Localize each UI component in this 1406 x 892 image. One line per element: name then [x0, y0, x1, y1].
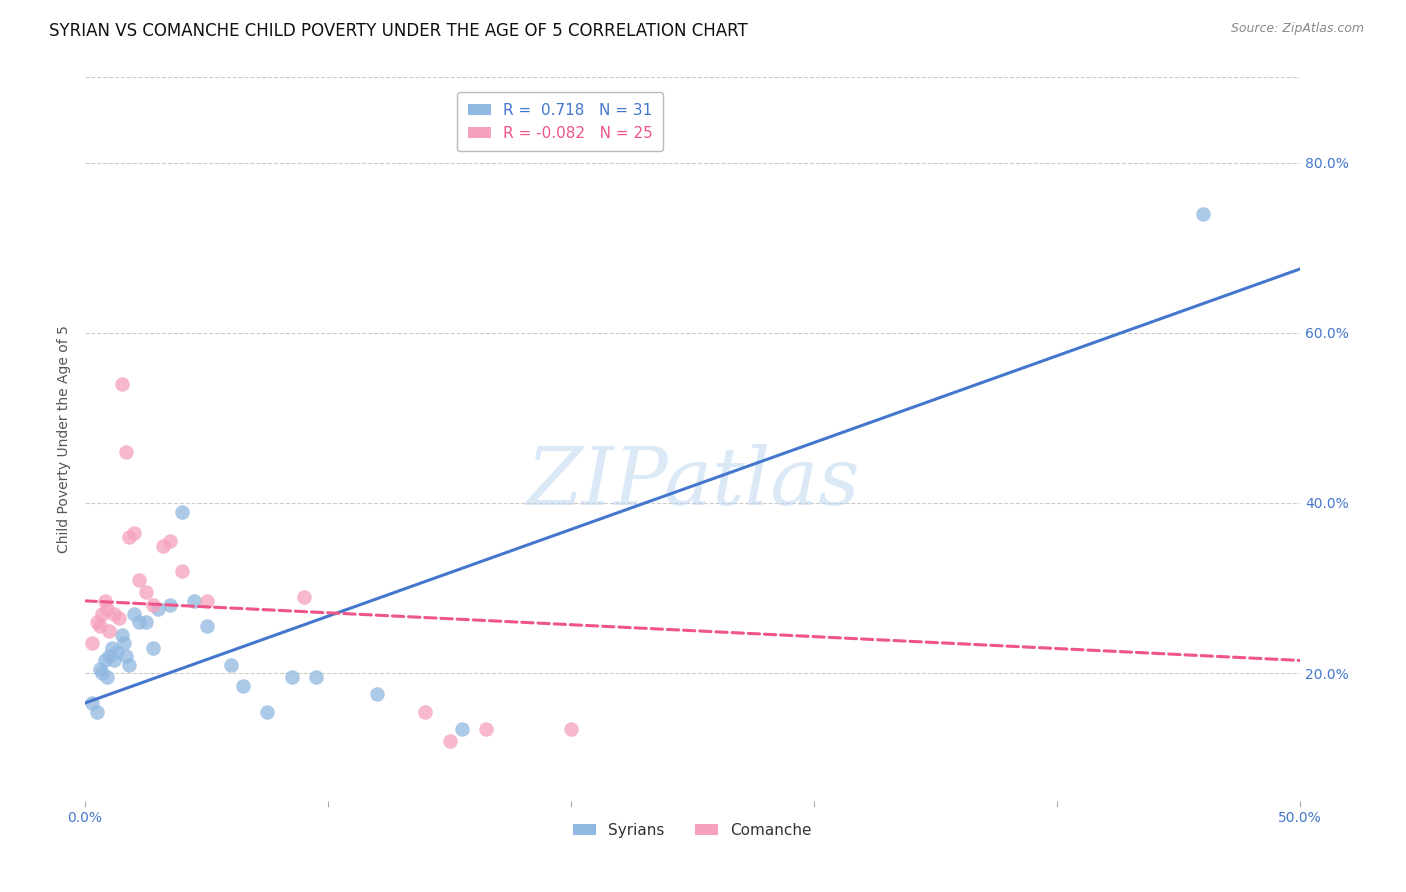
Point: [128, 573, 150, 587]
Point: [103, 653, 125, 667]
Point: [560, 722, 582, 736]
Point: [159, 598, 181, 612]
Point: [91, 607, 114, 621]
Point: [82, 636, 104, 650]
Point: [1192, 206, 1215, 220]
Point: [256, 705, 278, 719]
Point: [82, 696, 104, 710]
Point: [183, 594, 205, 608]
Point: [112, 636, 135, 650]
Point: [195, 619, 218, 633]
Point: [98, 624, 121, 638]
Point: [232, 679, 254, 693]
Point: [86, 705, 108, 719]
Point: [305, 670, 328, 684]
Text: ZIPatlas: ZIPatlas: [526, 444, 859, 521]
Point: [159, 534, 181, 549]
Point: [89, 619, 111, 633]
Point: [135, 615, 157, 629]
Point: [115, 445, 138, 459]
Y-axis label: Child Poverty Under the Age of 5: Child Poverty Under the Age of 5: [58, 326, 72, 553]
Point: [450, 722, 472, 736]
Point: [172, 504, 194, 518]
Point: [96, 602, 118, 616]
Point: [280, 670, 302, 684]
Point: [366, 688, 388, 702]
Point: [172, 564, 194, 578]
Text: SYRIAN VS COMANCHE CHILD POVERTY UNDER THE AGE OF 5 CORRELATION CHART: SYRIAN VS COMANCHE CHILD POVERTY UNDER T…: [49, 22, 748, 40]
Point: [219, 657, 242, 672]
Point: [105, 645, 128, 659]
Point: [118, 657, 141, 672]
Legend: Syrians, Comanche: Syrians, Comanche: [567, 817, 818, 844]
Point: [89, 662, 111, 676]
Point: [103, 607, 125, 621]
Text: Source: ZipAtlas.com: Source: ZipAtlas.com: [1230, 22, 1364, 36]
Point: [475, 722, 498, 736]
Point: [142, 598, 165, 612]
Point: [152, 539, 174, 553]
Point: [122, 525, 145, 540]
Point: [195, 594, 218, 608]
Point: [110, 376, 132, 391]
Point: [96, 670, 118, 684]
Point: [413, 705, 436, 719]
Point: [115, 649, 138, 664]
Point: [135, 585, 157, 599]
Point: [93, 653, 115, 667]
Point: [292, 590, 315, 604]
Point: [142, 640, 165, 655]
Point: [93, 594, 115, 608]
Point: [128, 615, 150, 629]
Point: [118, 530, 141, 544]
Point: [101, 640, 124, 655]
Point: [110, 628, 132, 642]
Point: [91, 666, 114, 681]
Point: [439, 734, 461, 748]
Point: [122, 607, 145, 621]
Point: [146, 602, 169, 616]
Point: [108, 611, 131, 625]
Point: [98, 649, 121, 664]
Point: [86, 615, 108, 629]
